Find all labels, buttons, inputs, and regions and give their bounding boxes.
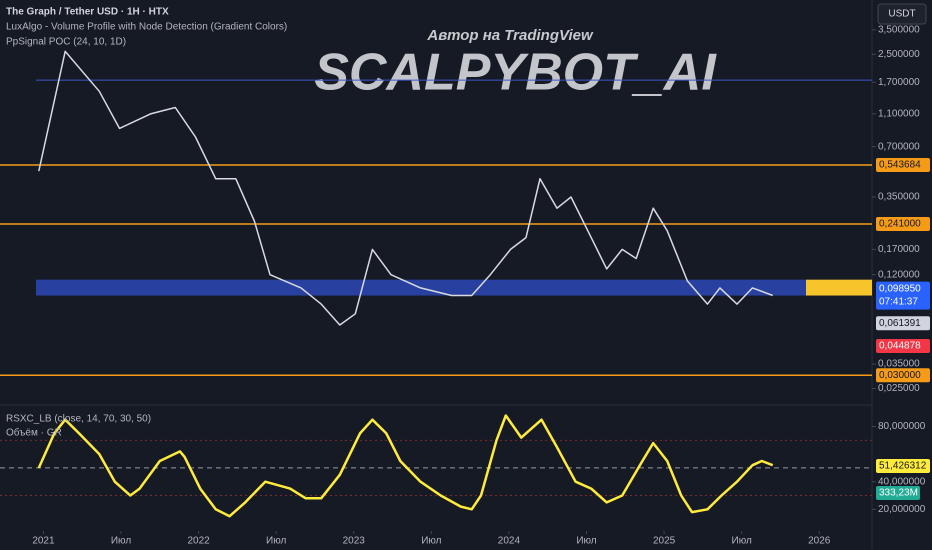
- price-marker: [876, 316, 930, 331]
- price-marker: [876, 339, 930, 354]
- price-marker-label: 0,061391: [879, 318, 921, 329]
- y-tick-label: 0,700000: [878, 141, 920, 152]
- x-tick-label: 2023: [343, 536, 366, 547]
- x-tick-label: 2021: [32, 536, 55, 547]
- y-tick-label: 0,025000: [878, 383, 920, 394]
- x-tick-label: Июл: [732, 536, 752, 547]
- y-tick-label: 3,500000: [878, 24, 920, 35]
- currency-button-label[interactable]: USDT: [888, 9, 915, 20]
- indicator: LuxAlgo - Volume Profile with Node Detec…: [6, 22, 287, 33]
- y-tick-label: 1,700000: [878, 77, 920, 88]
- x-tick-label: 2022: [187, 536, 210, 547]
- series-line: [38, 50, 773, 326]
- last-value-tag: [876, 458, 930, 473]
- x-tick-label: Июл: [266, 536, 286, 547]
- watermark-subtitle: Автор на TradingView: [426, 27, 594, 44]
- x-tick-label: Июл: [421, 536, 441, 547]
- level-label: 0,030000: [879, 370, 921, 381]
- y-tick-label: 0,120000: [878, 269, 920, 280]
- y-tick-label: 80,000000: [878, 421, 926, 432]
- y-tick-label: 20,000000: [878, 504, 926, 515]
- series-line: [37, 414, 774, 518]
- level-tag: [876, 217, 930, 232]
- y-tick-label: 1,100000: [878, 109, 920, 120]
- x-tick-label: Июл: [111, 536, 131, 547]
- indicator-subtitle: Объём · GR: [6, 427, 62, 439]
- x-tick-label: 2024: [498, 536, 521, 547]
- watermark-title: SCALPYBOT_AI: [314, 44, 717, 102]
- price-marker-label: 0,044878: [879, 341, 921, 352]
- indicator: PpSignal POC (24, 10, 1D): [6, 37, 126, 48]
- poc-extension: [806, 279, 872, 296]
- price-marker-label: 0,098950: [879, 283, 921, 294]
- indicator-title: RSXC_LB (close, 14, 70, 30, 50): [6, 414, 151, 425]
- symbol: The Graph / Tether USD · 1H · HTX: [6, 7, 169, 18]
- x-tick-label: 2025: [653, 536, 676, 547]
- y-tick-label: 40,000000: [878, 476, 926, 487]
- y-tick-label: 0,350000: [878, 192, 920, 203]
- last-value-label: 51,426312: [879, 461, 927, 472]
- level-label: 0,241000: [879, 219, 921, 230]
- y-tick-label: 0,170000: [878, 244, 920, 255]
- currency-button[interactable]: [877, 3, 927, 25]
- price-marker: [876, 281, 930, 310]
- y-tick-label: 0,035000: [878, 359, 920, 370]
- level-tag: [876, 158, 930, 173]
- volume-label: 333,23M: [879, 488, 918, 499]
- y-tick-label: 2,500000: [878, 49, 920, 60]
- level-tag: [876, 368, 930, 383]
- countdown: 07:41:37: [879, 296, 918, 307]
- x-tick-label: 2026: [808, 536, 831, 547]
- level-label: 0,543684: [879, 160, 921, 171]
- x-tick-label: Июл: [576, 536, 596, 547]
- volume-tag: [876, 486, 920, 500]
